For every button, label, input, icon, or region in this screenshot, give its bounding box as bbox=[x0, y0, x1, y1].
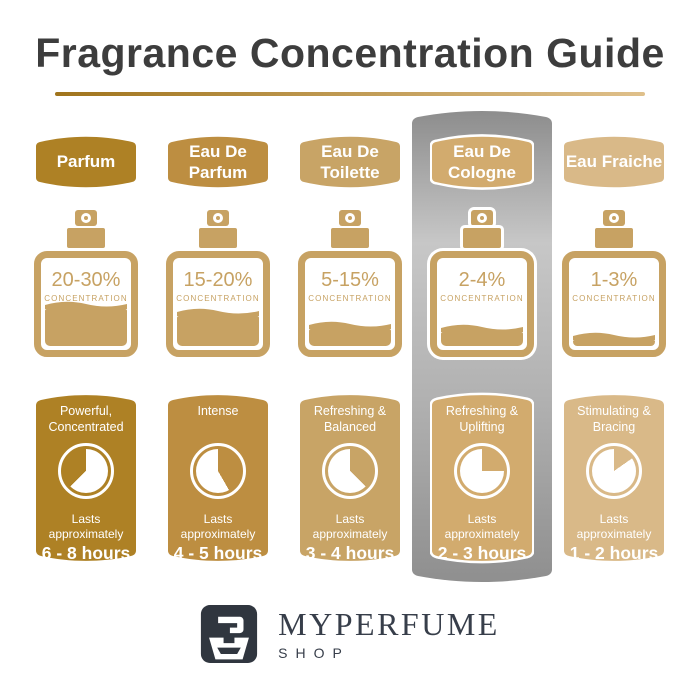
card-eau-de-cologne: Refreshing & Uplifting Lasts approximate… bbox=[430, 390, 534, 566]
lasts-label: Lasts approximately bbox=[444, 512, 520, 541]
duration-value: 2 - 3 hours bbox=[437, 543, 527, 563]
card-eau-de-parfum: Intense Lasts approximately 4 - 5 hours bbox=[166, 390, 270, 566]
columns-stage: Parfum Eau De Parfum Eau De Toilette Eau… bbox=[0, 96, 700, 582]
title-underline-decoration bbox=[55, 92, 645, 96]
page-title: Fragrance Concentration Guide bbox=[35, 30, 665, 76]
bottle-cap bbox=[67, 228, 105, 248]
card-row: Powerful, Concentrated Lasts approximate… bbox=[34, 390, 666, 566]
lasts-label: Lasts approximately bbox=[180, 512, 256, 541]
banner-label: Eau Fraiche bbox=[565, 152, 663, 172]
card-eau-de-toilette: Refreshing & Balanced Lasts approximatel… bbox=[298, 390, 402, 566]
banner-label: Eau De Cologne bbox=[448, 141, 516, 182]
brand-logo: MYPERFUME SHOP bbox=[0, 603, 700, 665]
bottle-cap bbox=[595, 228, 633, 248]
liquid-fill bbox=[309, 321, 391, 346]
banner-row: Parfum Eau De Parfum Eau De Toilette Eau… bbox=[34, 132, 666, 192]
bottle-cap bbox=[199, 228, 237, 248]
bottle-body: 2-4% CONCENTRATION bbox=[430, 251, 534, 357]
lasts-label: Lasts approximately bbox=[312, 512, 388, 541]
bottle-body: 1-3% CONCENTRATION bbox=[562, 251, 666, 357]
banner-eau-de-parfum: Eau De Parfum bbox=[166, 132, 270, 192]
banner-parfum: Parfum bbox=[34, 132, 138, 192]
bottle-body: 5-15% CONCENTRATION bbox=[298, 251, 402, 357]
card-parfum: Powerful, Concentrated Lasts approximate… bbox=[34, 390, 138, 566]
concentration-label: CONCENTRATION bbox=[308, 294, 392, 303]
banner-label: Parfum bbox=[56, 152, 116, 172]
banner-ribbon-shape bbox=[564, 136, 664, 188]
duration-clock-icon bbox=[190, 443, 246, 499]
liquid-fill bbox=[177, 308, 259, 346]
bottle-eau-de-toilette: 5-15% CONCENTRATION bbox=[298, 210, 402, 357]
bottle-body: 20-30% CONCENTRATION bbox=[34, 251, 138, 357]
scent-character: Stimulating & Bracing bbox=[577, 404, 651, 435]
perfume-shop-logo-icon bbox=[201, 605, 258, 663]
banner-eau-de-cologne: Eau De Cologne bbox=[430, 132, 534, 192]
scent-character: Refreshing & Balanced bbox=[313, 404, 387, 435]
bottle-row: 20-30% CONCENTRATION 15-20% CONCENTRATIO… bbox=[34, 210, 666, 357]
brand-text: MYPERFUME SHOP bbox=[278, 608, 500, 661]
banner-eau-de-toilette: Eau De Toilette bbox=[298, 132, 402, 192]
scent-character: Intense bbox=[197, 404, 239, 418]
banner-ribbon-shape bbox=[168, 136, 268, 188]
bottle-parfum: 20-30% CONCENTRATION bbox=[34, 210, 138, 357]
concentration-value: 2-4% bbox=[458, 269, 506, 291]
banner-ribbon-shape bbox=[36, 136, 136, 188]
duration-value: 6 - 8 hours bbox=[41, 543, 131, 563]
banner-eau-fraiche: Eau Fraiche bbox=[562, 132, 666, 192]
concentration-value: 5-15% bbox=[321, 269, 379, 291]
spray-nozzle-icon bbox=[339, 210, 361, 226]
liquid-fill bbox=[45, 301, 127, 346]
spray-nozzle-icon bbox=[603, 210, 625, 226]
concentration-value: 15-20% bbox=[183, 269, 253, 291]
bottle-cap bbox=[331, 228, 369, 248]
duration-clock-icon bbox=[586, 443, 642, 499]
concentration-label: CONCENTRATION bbox=[440, 294, 524, 303]
brand-subtitle: SHOP bbox=[278, 644, 350, 661]
concentration-label: CONCENTRATION bbox=[44, 294, 128, 303]
bottle-eau-fraiche: 1-3% CONCENTRATION bbox=[562, 210, 666, 357]
banner-label: Eau De Toilette bbox=[320, 141, 380, 182]
bottle-eau-de-parfum: 15-20% CONCENTRATION bbox=[166, 210, 270, 357]
lasts-label: Lasts approximately bbox=[48, 512, 124, 541]
duration-clock-icon bbox=[58, 443, 114, 499]
concentration-value: 20-30% bbox=[51, 269, 121, 291]
liquid-fill bbox=[441, 324, 523, 346]
spray-nozzle-icon bbox=[207, 210, 229, 226]
scent-character: Refreshing & Uplifting bbox=[445, 404, 519, 435]
concentration-value: 1-3% bbox=[590, 269, 638, 291]
duration-value: 3 - 4 hours bbox=[305, 543, 395, 563]
lasts-label: Lasts approximately bbox=[576, 512, 652, 541]
duration-value: 4 - 5 hours bbox=[173, 543, 263, 563]
concentration-label: CONCENTRATION bbox=[176, 294, 260, 303]
banner-label: Eau De Parfum bbox=[188, 141, 248, 182]
duration-value: 1 - 2 hours bbox=[569, 543, 659, 563]
banner-ribbon-shape bbox=[300, 136, 400, 188]
spray-nozzle-icon bbox=[471, 210, 493, 226]
card-eau-fraiche: Stimulating & Bracing Lasts approximatel… bbox=[562, 390, 666, 566]
liquid-fill bbox=[573, 333, 655, 346]
bottle-eau-de-cologne: 2-4% CONCENTRATION bbox=[430, 210, 534, 357]
spray-nozzle-icon bbox=[75, 210, 97, 226]
concentration-label: CONCENTRATION bbox=[572, 294, 656, 303]
scent-character: Powerful, Concentrated bbox=[48, 404, 124, 435]
banner-ribbon-shape bbox=[430, 134, 534, 190]
bottle-body: 15-20% CONCENTRATION bbox=[166, 251, 270, 357]
brand-name: MYPERFUME bbox=[278, 605, 500, 642]
duration-clock-icon bbox=[322, 443, 378, 499]
bottle-cap bbox=[463, 228, 501, 248]
duration-clock-icon bbox=[454, 443, 510, 499]
